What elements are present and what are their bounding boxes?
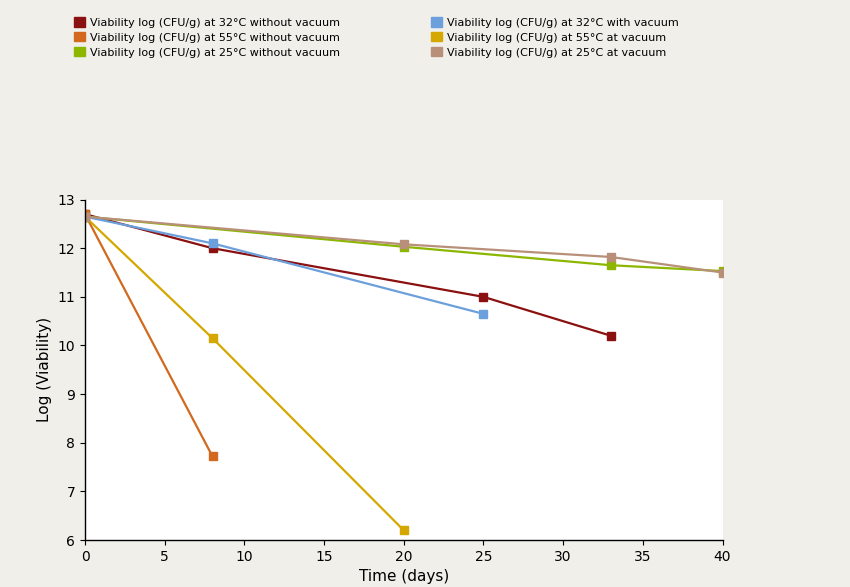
Line: Viability log (CFU/g) at 25°C at vacuum: Viability log (CFU/g) at 25°C at vacuum (81, 212, 727, 276)
Line: Viability log (CFU/g) at 32°C with vacuum: Viability log (CFU/g) at 32°C with vacuu… (81, 212, 488, 318)
Y-axis label: Log (Viability): Log (Viability) (37, 317, 52, 423)
Line: Viability log (CFU/g) at 55°C without vacuum: Viability log (CFU/g) at 55°C without va… (81, 210, 217, 461)
X-axis label: Time (days): Time (days) (359, 569, 449, 584)
Viability log (CFU/g) at 25°C without vacuum (399, 243, 409, 250)
Viability log (CFU/g) at 32°C without vacuum (479, 294, 489, 301)
Viability log (CFU/g) at 55°C at vacuum (399, 527, 409, 534)
Viability log (CFU/g) at 55°C at vacuum (80, 213, 90, 220)
Viability log (CFU/g) at 25°C at vacuum (80, 213, 90, 220)
Viability log (CFU/g) at 25°C at vacuum (717, 269, 728, 276)
Legend: Viability log (CFU/g) at 32°C without vacuum, Viability log (CFU/g) at 55°C with: Viability log (CFU/g) at 32°C without va… (74, 17, 340, 58)
Viability log (CFU/g) at 25°C without vacuum (717, 268, 728, 275)
Legend: Viability log (CFU/g) at 32°C with vacuum, Viability log (CFU/g) at 55°C at vacu: Viability log (CFU/g) at 32°C with vacuu… (431, 17, 679, 58)
Viability log (CFU/g) at 32°C with vacuum (80, 213, 90, 220)
Line: Viability log (CFU/g) at 25°C without vacuum: Viability log (CFU/g) at 25°C without va… (81, 212, 727, 275)
Viability log (CFU/g) at 25°C without vacuum (606, 262, 616, 269)
Viability log (CFU/g) at 55°C at vacuum (207, 335, 218, 342)
Line: Viability log (CFU/g) at 32°C without vacuum: Viability log (CFU/g) at 32°C without va… (81, 210, 615, 340)
Viability log (CFU/g) at 25°C at vacuum (399, 241, 409, 248)
Line: Viability log (CFU/g) at 55°C at vacuum: Viability log (CFU/g) at 55°C at vacuum (81, 212, 408, 535)
Viability log (CFU/g) at 25°C without vacuum (80, 213, 90, 220)
Viability log (CFU/g) at 32°C without vacuum (207, 245, 218, 252)
Viability log (CFU/g) at 32°C with vacuum (207, 240, 218, 247)
Viability log (CFU/g) at 32°C with vacuum (479, 311, 489, 318)
Viability log (CFU/g) at 55°C without vacuum (80, 211, 90, 218)
Viability log (CFU/g) at 25°C at vacuum (606, 254, 616, 261)
Viability log (CFU/g) at 55°C without vacuum (207, 453, 218, 460)
Viability log (CFU/g) at 32°C without vacuum (606, 332, 616, 339)
Viability log (CFU/g) at 32°C without vacuum (80, 211, 90, 218)
